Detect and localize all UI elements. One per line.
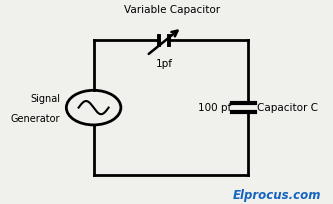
Text: 100 pf: 100 pf	[198, 102, 231, 112]
Text: Generator: Generator	[10, 113, 60, 123]
Text: 1pf: 1pf	[156, 58, 173, 68]
Text: Elprocus.com: Elprocus.com	[233, 188, 321, 201]
Text: Capacitor C: Capacitor C	[257, 102, 318, 112]
Text: Variable Capacitor: Variable Capacitor	[124, 5, 220, 15]
Text: Signal: Signal	[30, 93, 60, 103]
